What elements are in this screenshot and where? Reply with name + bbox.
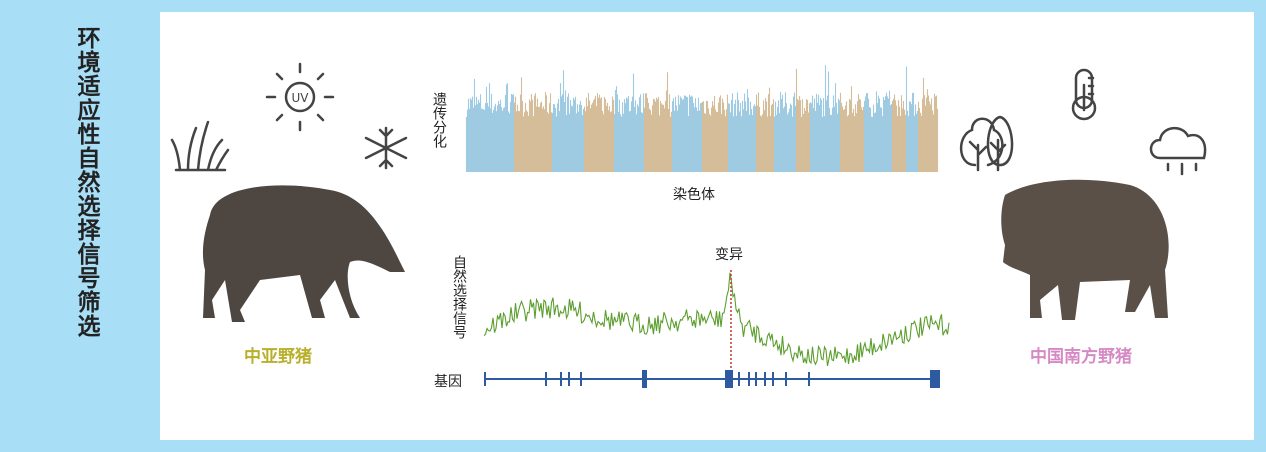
exon [738, 372, 740, 386]
exon [772, 372, 774, 386]
chromosome [795, 68, 811, 172]
chromosome [905, 66, 919, 172]
pig-left [202, 185, 405, 322]
chromosome [839, 86, 865, 172]
variant-label: 变异 [715, 247, 743, 263]
side-title: 环境适应性自然选择信号筛选 [73, 26, 99, 338]
y-label: 遗传分化 [431, 92, 447, 148]
exon [748, 372, 750, 386]
exon [808, 372, 810, 386]
chromosome [891, 94, 907, 172]
chromosome [583, 92, 615, 172]
exon [785, 372, 787, 386]
chromosome [773, 92, 797, 172]
chromosome [755, 87, 775, 172]
icons: UV [170, 62, 1207, 176]
chromosome [551, 70, 585, 172]
pig-right [1001, 179, 1169, 320]
chromosome [613, 73, 645, 172]
chromosome [465, 79, 515, 172]
exon [642, 370, 647, 388]
gene-label: 基因 [434, 374, 462, 390]
svg-text:UV: UV [292, 91, 310, 105]
signal-label: 自然选择信号 [451, 255, 467, 339]
chromosome [643, 72, 673, 172]
chromosome [671, 94, 703, 172]
exon [545, 372, 547, 386]
exon [930, 370, 940, 388]
chromosome [809, 65, 841, 172]
chromosome [863, 90, 893, 172]
exon [755, 372, 757, 386]
gene-track [484, 370, 940, 388]
animal-label: 中亚野猪 [244, 347, 312, 367]
exon [568, 372, 570, 386]
signal-track [483, 272, 950, 367]
chromosome [701, 94, 729, 172]
exon [725, 370, 733, 388]
animal-label: 中国南方野猪 [1030, 347, 1132, 367]
signal-line [483, 272, 950, 367]
exon [560, 372, 562, 386]
x-label: 染色体 [673, 187, 715, 203]
manhattan-plot [465, 65, 939, 172]
chromosome [727, 89, 757, 172]
exon [580, 372, 582, 386]
exon [764, 372, 766, 386]
chromosome [513, 77, 553, 172]
exon [484, 372, 486, 386]
chromosome [917, 77, 939, 172]
